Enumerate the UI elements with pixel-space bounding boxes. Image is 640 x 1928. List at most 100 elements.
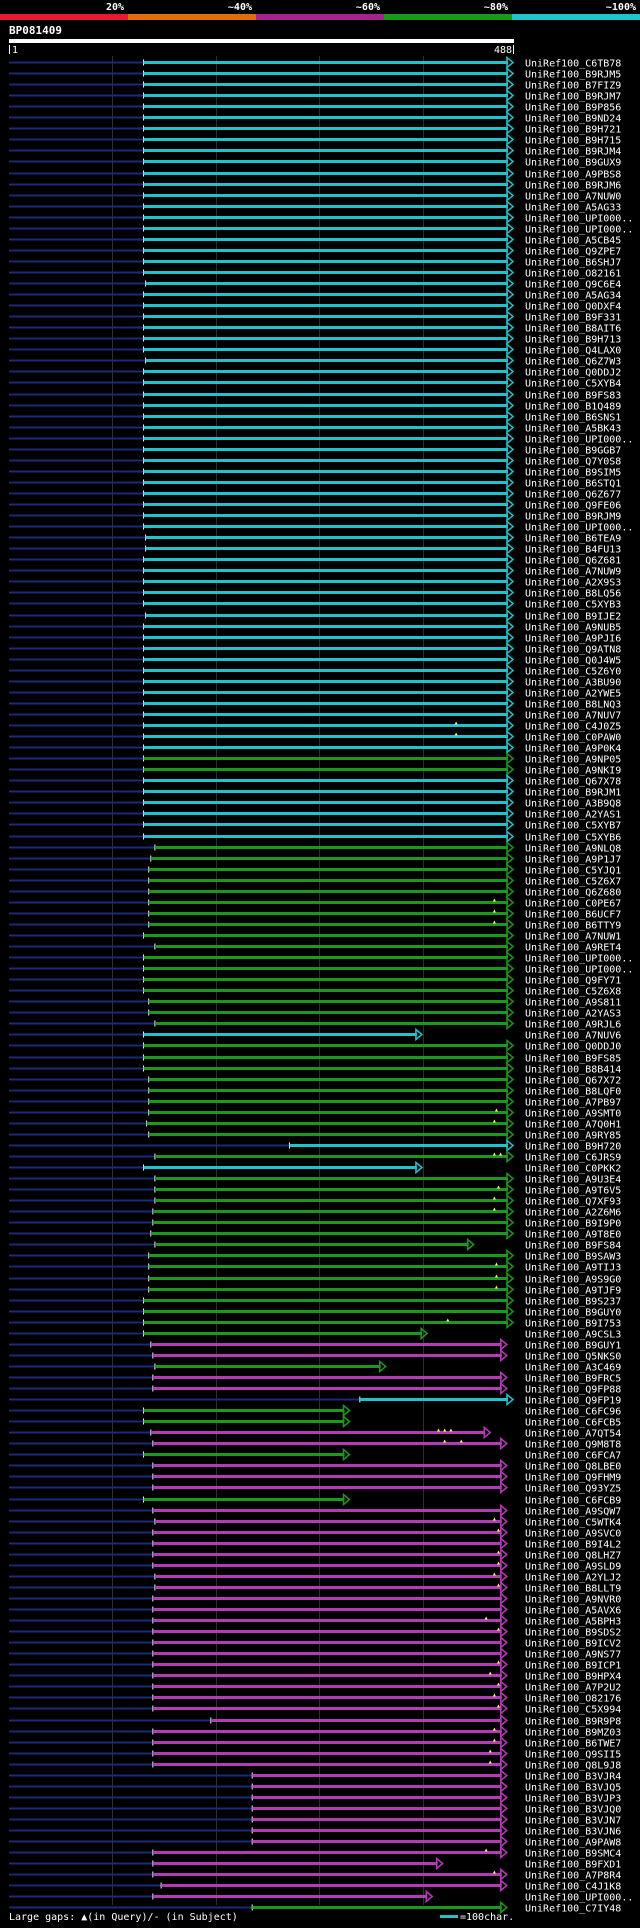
hit-row: UniRef100_B9H721 xyxy=(9,121,621,136)
hit-row: UniRef100_A7NUW1 xyxy=(9,928,621,943)
ruler-end-label: 488 xyxy=(494,45,512,56)
hit-arrow xyxy=(506,1116,515,1131)
hit-label: UniRef100_B9H721 xyxy=(525,125,621,136)
hit-row: UniRef100_C0PAW0 xyxy=(9,729,621,744)
hit-label: UniRef100_C6FCB5 xyxy=(525,1418,621,1429)
gap-marker xyxy=(488,1760,492,1764)
hit-row: UniRef100_A2YWE5 xyxy=(9,685,621,700)
hit-row: UniRef100_A5CB45 xyxy=(9,232,621,247)
hit-label: UniRef100_A2YLJ2 xyxy=(525,1573,621,1584)
hit-arrow xyxy=(506,707,515,722)
hit-arrow xyxy=(342,1492,351,1507)
hit-row: UniRef100_C5XYB6 xyxy=(9,829,621,844)
hit-label: UniRef100_Q6Z681 xyxy=(525,556,621,567)
hit-row: UniRef100_UPI000.. xyxy=(9,210,633,225)
hit-label: UniRef100_UPI000.. xyxy=(525,225,633,236)
hit-arrow xyxy=(506,320,515,335)
hit-arrow xyxy=(500,1613,508,1628)
hit-arrow xyxy=(506,431,515,446)
hit-arrow xyxy=(342,1447,351,1462)
hit-label: UniRef100_B6TEA9 xyxy=(525,534,621,545)
hit-label: UniRef100_A9PBS8 xyxy=(525,170,621,181)
hit-label: UniRef100_B8LQF0 xyxy=(525,1087,621,1098)
hit-arrow xyxy=(506,674,515,689)
hit-arrow xyxy=(506,817,515,832)
hit-row: UniRef100_O82161 xyxy=(9,265,621,280)
hit-arrow xyxy=(506,1392,515,1407)
hit-row: UniRef100_B9H720 xyxy=(9,1138,621,1153)
hit-label: UniRef100_A7NUW9 xyxy=(525,567,621,578)
hit-arrow xyxy=(506,619,515,634)
hit-row: UniRef100_A7P8R4 xyxy=(9,1867,621,1882)
hit-row: UniRef100_A9NP05 xyxy=(9,751,621,766)
hit-label: UniRef100_A9T6V5 xyxy=(525,1186,621,1197)
hit-label: UniRef100_Q9FP19 xyxy=(525,1396,621,1407)
hit-label: UniRef100_A9TJF9 xyxy=(525,1286,621,1297)
gap-marker xyxy=(494,1285,498,1289)
hit-label: UniRef100_A5AG34 xyxy=(525,291,621,302)
hit-arrow xyxy=(506,1105,515,1120)
gap-marker xyxy=(492,1196,496,1200)
hit-arrow xyxy=(506,906,515,921)
hit-arrow xyxy=(506,1083,515,1098)
hit-arrow xyxy=(500,1724,508,1739)
hit-label: UniRef100_Q0DDJ2 xyxy=(525,368,621,379)
hit-arrow xyxy=(500,1525,508,1540)
hit-row: UniRef100_B6STQ1 xyxy=(9,475,621,490)
hit-arrow xyxy=(506,696,515,711)
scale-label: =100char. xyxy=(460,1912,514,1923)
hit-arrow xyxy=(506,1050,515,1065)
hit-row: UniRef100_B9ND24 xyxy=(9,110,621,125)
hit-row: UniRef100_B9SAW3 xyxy=(9,1248,621,1263)
hit-row: UniRef100_Q9FP19 xyxy=(9,1392,621,1407)
hit-arrow xyxy=(506,1005,515,1020)
hit-row: UniRef100_A9RET4 xyxy=(9,939,621,954)
hit-row: UniRef100_B9I9P0 xyxy=(9,1215,621,1230)
hit-arrow xyxy=(506,596,515,611)
hit-label: UniRef100_B9H715 xyxy=(525,136,621,147)
hit-row: UniRef100_C5XYB3 xyxy=(9,596,621,611)
hit-label: UniRef100_A7P2U2 xyxy=(525,1683,621,1694)
hit-label: UniRef100_Q9FHM9 xyxy=(525,1473,621,1484)
hit-arrow xyxy=(506,508,515,523)
hit-arrow xyxy=(500,1690,508,1705)
hit-label: UniRef100_B4FU13 xyxy=(525,545,621,556)
hit-label: UniRef100_B8AIT6 xyxy=(525,324,621,335)
hit-label: UniRef100_B9IJE2 xyxy=(525,612,621,623)
hit-label: UniRef100_A9NP05 xyxy=(525,755,621,766)
hit-arrow xyxy=(506,994,515,1009)
legend-swatch-4 xyxy=(384,14,513,20)
gap-marker xyxy=(488,1671,492,1675)
hit-arrow xyxy=(506,177,515,192)
hit-row: UniRef100_B1Q489 xyxy=(9,398,621,413)
hit-label: UniRef100_B9RJM9 xyxy=(525,512,621,523)
gap-marker xyxy=(454,721,458,725)
hit-label: UniRef100_C5XYB4 xyxy=(525,379,621,390)
hit-arrow xyxy=(506,464,515,479)
hit-row: UniRef100_B9GUY1 xyxy=(9,1337,621,1352)
hit-label: UniRef100_A9CSL3 xyxy=(525,1330,621,1341)
hit-row: UniRef100_B9FXD1 xyxy=(9,1856,621,1871)
hit-arrow xyxy=(500,1757,508,1772)
hit-row: UniRef100_B9FS83 xyxy=(9,387,621,402)
hit-row: UniRef100_Q9ZPE7 xyxy=(9,243,621,258)
hit-arrow xyxy=(500,1624,508,1639)
hit-arrow xyxy=(506,851,515,866)
hit-row: UniRef100_A9NLQ8 xyxy=(9,840,621,855)
gap-marker xyxy=(484,1848,488,1852)
hit-arrow xyxy=(506,895,515,910)
hit-label: UniRef100_B9SIM5 xyxy=(525,468,621,479)
hit-arrow xyxy=(500,1878,508,1893)
hit-arrow xyxy=(506,1171,515,1186)
hit-label: UniRef100_C5YJQ1 xyxy=(525,866,621,877)
gap-marker xyxy=(492,1727,496,1731)
hit-arrow xyxy=(506,1282,515,1297)
hit-arrow xyxy=(506,972,515,987)
hit-row: UniRef100_B9RJM7 xyxy=(9,88,621,103)
gap-marker xyxy=(497,1682,501,1686)
hit-row: UniRef100_A7P2U2 xyxy=(9,1679,621,1694)
hit-label: UniRef100_A3BU90 xyxy=(525,678,621,689)
hit-label: UniRef100_C0PAW0 xyxy=(525,733,621,744)
hit-row: UniRef100_Q9M8T8 xyxy=(9,1436,621,1451)
hit-label: UniRef100_B9H713 xyxy=(525,335,621,346)
